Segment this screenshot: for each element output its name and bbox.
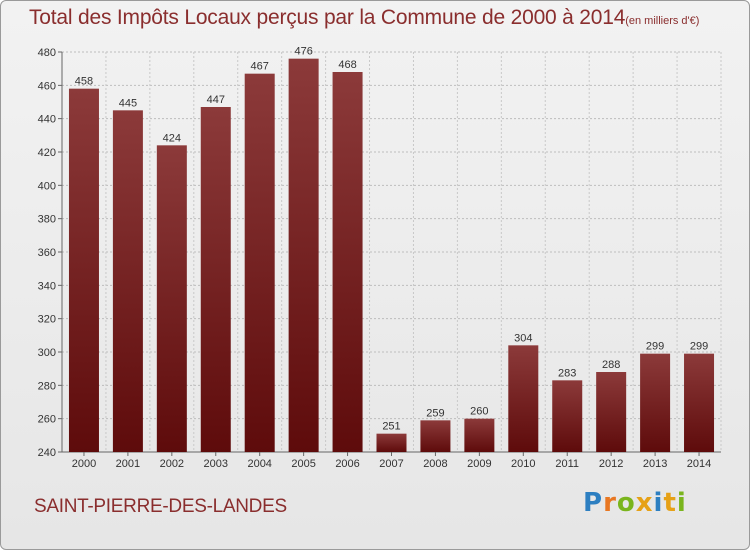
- value-label-2004: 467: [251, 61, 269, 73]
- ytick-label-440: 440: [38, 114, 56, 126]
- value-label-2000: 458: [75, 76, 93, 88]
- ytick-label-340: 340: [38, 280, 56, 292]
- bar-2005[interactable]: [288, 58, 319, 453]
- xtick-label-2006: 2006: [335, 458, 359, 470]
- value-label-2009: 260: [470, 406, 488, 418]
- xtick-label-2014: 2014: [687, 458, 711, 470]
- ytick-label-260: 260: [38, 414, 56, 426]
- value-label-2011: 283: [558, 367, 576, 379]
- bar-2002[interactable]: [156, 145, 187, 453]
- bar-2008[interactable]: [420, 420, 451, 452]
- ytick-label-380: 380: [38, 214, 56, 226]
- value-label-2012: 288: [602, 359, 620, 371]
- chart-title-main: Total des Impôts Locaux perçus par la Co…: [29, 6, 626, 29]
- value-label-2003: 447: [207, 94, 225, 106]
- bar-2009[interactable]: [464, 418, 495, 452]
- bar-2000[interactable]: [68, 88, 99, 453]
- ytick-label-320: 320: [38, 314, 56, 326]
- value-label-2014: 299: [690, 341, 708, 353]
- logo-letter: x: [635, 488, 654, 518]
- ytick-label-280: 280: [38, 380, 56, 392]
- bar-2007[interactable]: [376, 433, 407, 452]
- value-label-2002: 424: [163, 132, 181, 144]
- value-label-2007: 251: [382, 421, 400, 433]
- xtick-label-2003: 2003: [204, 458, 228, 470]
- value-label-2005: 476: [294, 46, 312, 58]
- bar-2006[interactable]: [332, 72, 363, 452]
- xtick-label-2008: 2008: [423, 458, 447, 470]
- value-label-2006: 468: [338, 59, 356, 71]
- xtick-label-2001: 2001: [116, 458, 140, 470]
- logo-letter: r: [603, 488, 617, 518]
- ytick-label-460: 460: [38, 80, 56, 92]
- bar-2010[interactable]: [508, 345, 539, 452]
- proxiti-logo[interactable]: Proxiti: [583, 488, 687, 518]
- ytick-label-480: 480: [38, 47, 56, 59]
- ytick-label-360: 360: [38, 247, 56, 259]
- value-label-2010: 304: [514, 332, 532, 344]
- logo-letter: P: [583, 488, 604, 518]
- bar-2011[interactable]: [552, 380, 583, 452]
- chart-title: Total des Impôts Locaux perçus par la Co…: [29, 6, 699, 30]
- value-label-2001: 445: [119, 97, 137, 109]
- xtick-label-2002: 2002: [160, 458, 184, 470]
- bar-2012[interactable]: [596, 372, 627, 452]
- xtick-label-2007: 2007: [379, 458, 403, 470]
- commune-name: SAINT-PIERRE-DES-LANDES: [34, 496, 287, 517]
- logo-letter: i: [653, 488, 664, 518]
- bar-2013[interactable]: [640, 353, 671, 452]
- xtick-label-2013: 2013: [643, 458, 667, 470]
- xtick-label-2012: 2012: [599, 458, 623, 470]
- ytick-label-240: 240: [38, 447, 56, 459]
- ytick-label-300: 300: [38, 347, 56, 359]
- logo-letter: o: [616, 488, 636, 518]
- xtick-label-2004: 2004: [247, 458, 271, 470]
- bar-2001[interactable]: [112, 110, 143, 452]
- logo-letter: i: [676, 488, 687, 518]
- logo-letter: t: [663, 488, 677, 518]
- xtick-label-2011: 2011: [555, 458, 579, 470]
- chart-title-unit: (en milliers d'€): [625, 15, 700, 27]
- ytick-label-420: 420: [38, 147, 56, 159]
- bar-2004[interactable]: [244, 73, 275, 453]
- bar-2014[interactable]: [684, 353, 715, 452]
- value-label-2008: 259: [426, 407, 444, 419]
- xtick-label-2005: 2005: [291, 458, 315, 470]
- bar-2003[interactable]: [200, 107, 231, 452]
- xtick-label-2010: 2010: [511, 458, 535, 470]
- ytick-label-400: 400: [38, 180, 56, 192]
- xtick-label-2009: 2009: [467, 458, 491, 470]
- xtick-label-2000: 2000: [72, 458, 96, 470]
- value-label-2013: 299: [646, 341, 664, 353]
